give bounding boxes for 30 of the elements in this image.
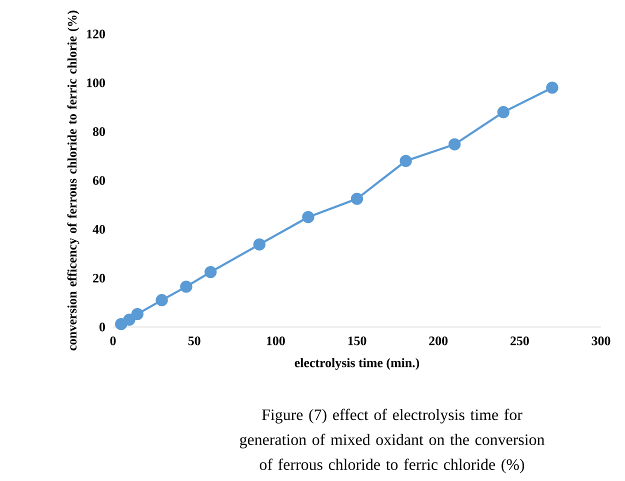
x-axis-title: electrolysis time (min.)	[294, 358, 420, 370]
point	[302, 211, 314, 224]
point	[115, 318, 128, 330]
x-tick-label: 200	[429, 336, 448, 346]
x-tick-label: 300	[592, 336, 610, 346]
point	[123, 314, 136, 326]
x-tick-label: 150	[348, 336, 366, 346]
text: Figure (7) effect of electrolysis time for generation of mixed oxidant on the conversion of ferrous chloride to ferric chloride (%)	[240, 408, 545, 474]
point	[497, 106, 510, 118]
point	[180, 280, 192, 293]
point	[156, 294, 168, 306]
point	[204, 266, 217, 278]
x-tick-label: 50	[188, 336, 200, 346]
y-tick-label: 80	[92, 127, 105, 136]
y-tick-label: 60	[92, 176, 105, 185]
point	[546, 82, 558, 94]
point	[448, 138, 461, 150]
y-tick-label: 40	[92, 224, 105, 234]
x-tick-label: 250	[510, 336, 529, 346]
point	[131, 308, 144, 320]
point	[253, 238, 266, 251]
point	[350, 192, 364, 205]
y-tick-label: 20	[93, 274, 105, 283]
y-tick-label: 120	[87, 30, 105, 38]
x-tick-label: 100	[266, 336, 285, 346]
y-axis-title: conversion efficency of ferrous chloride to ferric chlorie (%)	[67, 10, 80, 350]
point	[400, 154, 412, 168]
y-tick-label: 0	[100, 322, 105, 332]
x-tick-label: 0	[110, 336, 116, 346]
y-tick-label: 100	[87, 78, 105, 88]
